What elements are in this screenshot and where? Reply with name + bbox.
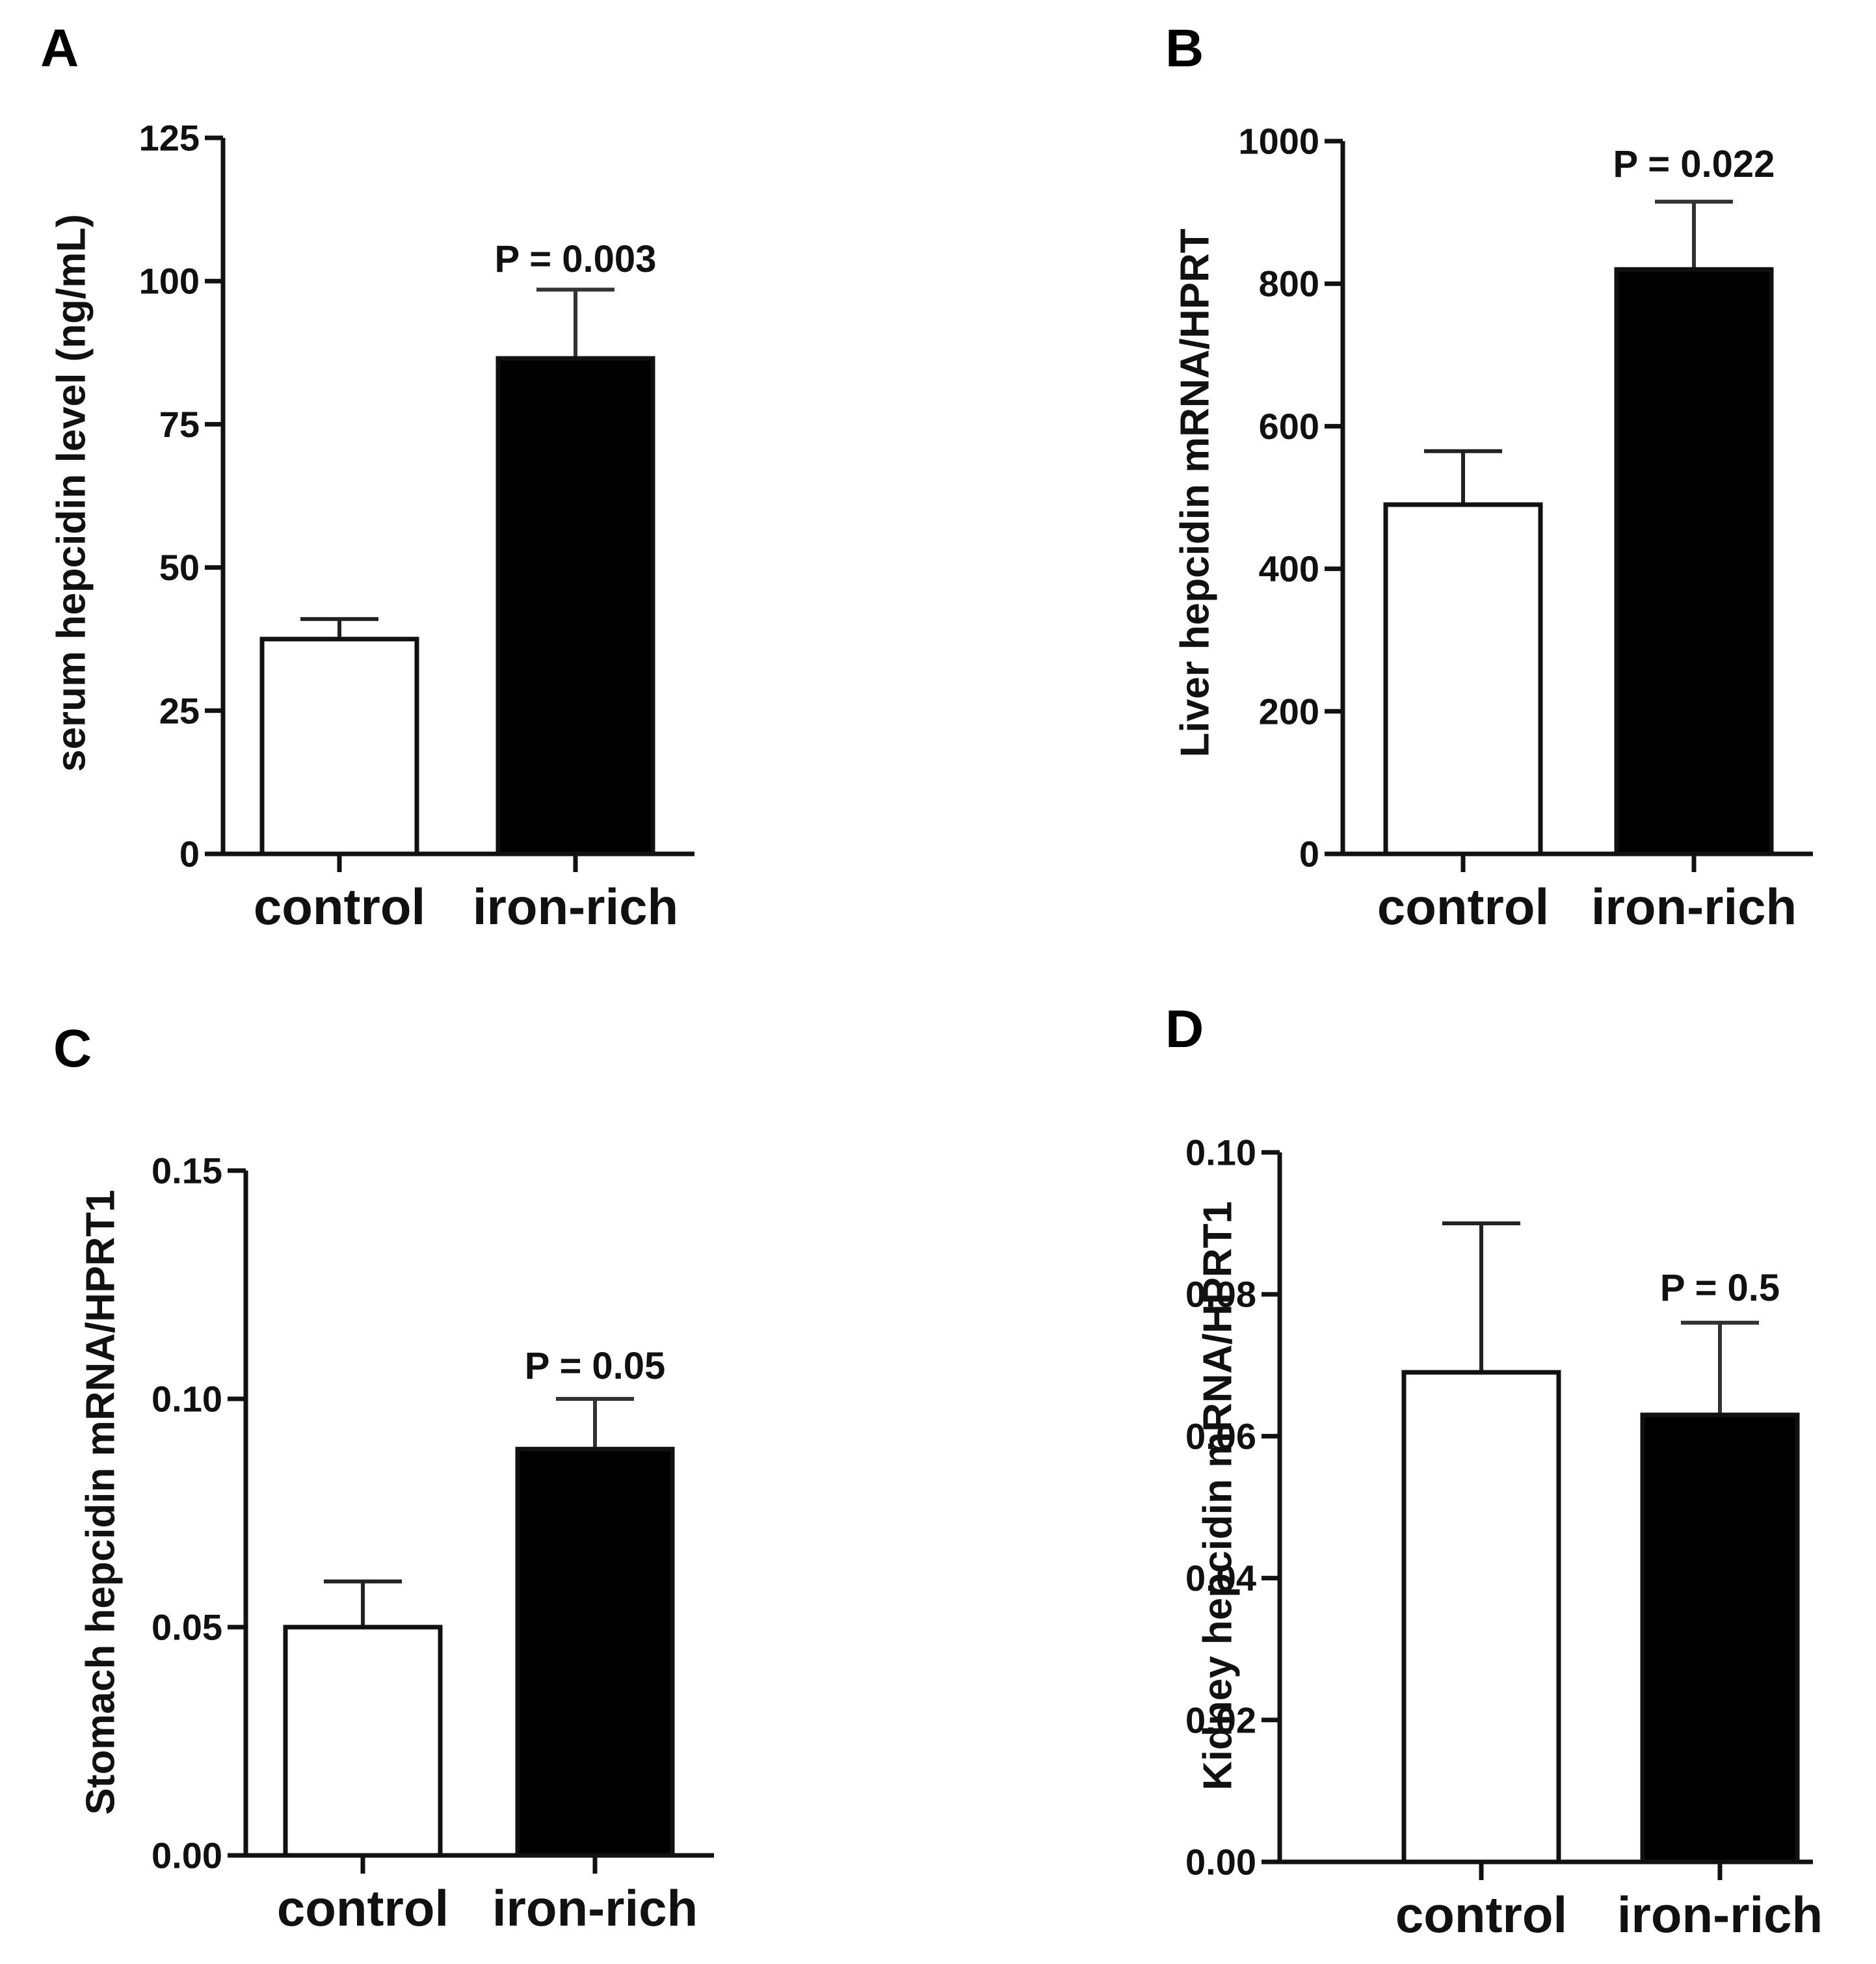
y-axis-title: Liver hepcidin mRNA/HPRT — [1173, 228, 1218, 757]
x-category-label: iron-rich — [1591, 878, 1797, 935]
y-tick-label: 0.00 — [152, 1835, 222, 1876]
y-tick-label: 0.02 — [1185, 1699, 1256, 1740]
y-axis-title: Stomach hepcidin mRNA/HPRT1 — [79, 1189, 124, 1814]
y-tick-label: 0 — [179, 834, 200, 875]
panel-a-plot: 0 25 50 75 100 125 control iron-rich P = 0.003 se… — [49, 118, 694, 935]
panel-c: C 0.00 0.05 0.10 0.15 control iron-rich P = 0.… — [53, 1019, 714, 1937]
panel-d-plot: 0.00 0.02 0.04 0.06 0.08 0.10 control iron-rich… — [1185, 1132, 1823, 1944]
p-value-annotation: P = 0.003 — [495, 238, 657, 280]
y-tick-label: 200 — [1259, 691, 1319, 732]
bar — [283, 1625, 443, 1858]
y-tick-label: 0.00 — [1185, 1842, 1256, 1883]
panel-d: D 0.00 0.02 0.04 0.06 0.08 0.10 control iron-ri… — [1165, 1000, 1823, 1943]
p-value-annotation: P = 0.05 — [525, 1345, 666, 1387]
x-category-label: iron-rich — [1617, 1886, 1823, 1943]
y-tick-label: 0.15 — [152, 1150, 222, 1191]
bar — [1614, 267, 1774, 856]
y-tick-label: 100 — [139, 261, 200, 302]
y-tick-label: 75 — [159, 404, 200, 445]
x-category-label: control — [254, 878, 425, 935]
x-category-label: control — [1377, 878, 1549, 935]
x-category-label: iron-rich — [473, 878, 678, 935]
y-tick-label: 25 — [159, 690, 200, 731]
x-category-label: control — [277, 1879, 449, 1937]
y-tick-label: 1000 — [1238, 121, 1319, 162]
y-tick-label: 400 — [1259, 548, 1319, 589]
y-tick-label: 0.10 — [1185, 1132, 1256, 1173]
p-value-annotation: P = 0.022 — [1613, 143, 1775, 185]
y-tick-label: 600 — [1259, 406, 1319, 447]
panel-b-plot: 0 200 400 600 800 1000 control iron-rich P = 0.0… — [1173, 121, 1813, 935]
panel-letter: A — [40, 19, 79, 78]
y-axis-title: Kidney hepcidin mRNA/HPRT1 — [1196, 1201, 1241, 1790]
bar — [259, 637, 419, 856]
panel-letter: D — [1165, 1000, 1204, 1059]
y-tick-label: 0.08 — [1185, 1274, 1256, 1315]
x-category-label: iron-rich — [492, 1879, 698, 1937]
panel-letter: B — [1165, 19, 1204, 78]
y-tick-label: 0.04 — [1185, 1558, 1256, 1599]
y-tick-label: 0.06 — [1185, 1416, 1256, 1457]
y-tick-label: 125 — [139, 118, 200, 159]
y-axis-title: serum hepcidin level (ng/mL) — [49, 214, 94, 772]
bar — [1383, 502, 1543, 856]
bar — [515, 1446, 675, 1858]
panel-b: B 0 200 400 600 800 1000 control iron-rich P = 0… — [1165, 19, 1813, 935]
y-tick-label: 800 — [1259, 263, 1319, 304]
panel-a: A 0 25 50 75 100 125 control iron-rich P = 0.003… — [40, 19, 694, 935]
x-category-label: control — [1395, 1886, 1567, 1943]
y-tick-label: 50 — [159, 547, 200, 588]
y-tick-label: 0 — [1299, 834, 1319, 875]
bar — [495, 356, 655, 856]
bar — [1640, 1413, 1800, 1864]
panel-letter: C — [53, 1019, 92, 1078]
y-tick-label: 0.10 — [152, 1379, 222, 1420]
panel-c-plot: 0.00 0.05 0.10 0.15 control iron-rich P = 0.05… — [79, 1150, 714, 1937]
y-tick-label: 0.05 — [152, 1607, 222, 1648]
bar — [1401, 1370, 1561, 1864]
p-value-annotation: P = 0.5 — [1660, 1267, 1780, 1309]
